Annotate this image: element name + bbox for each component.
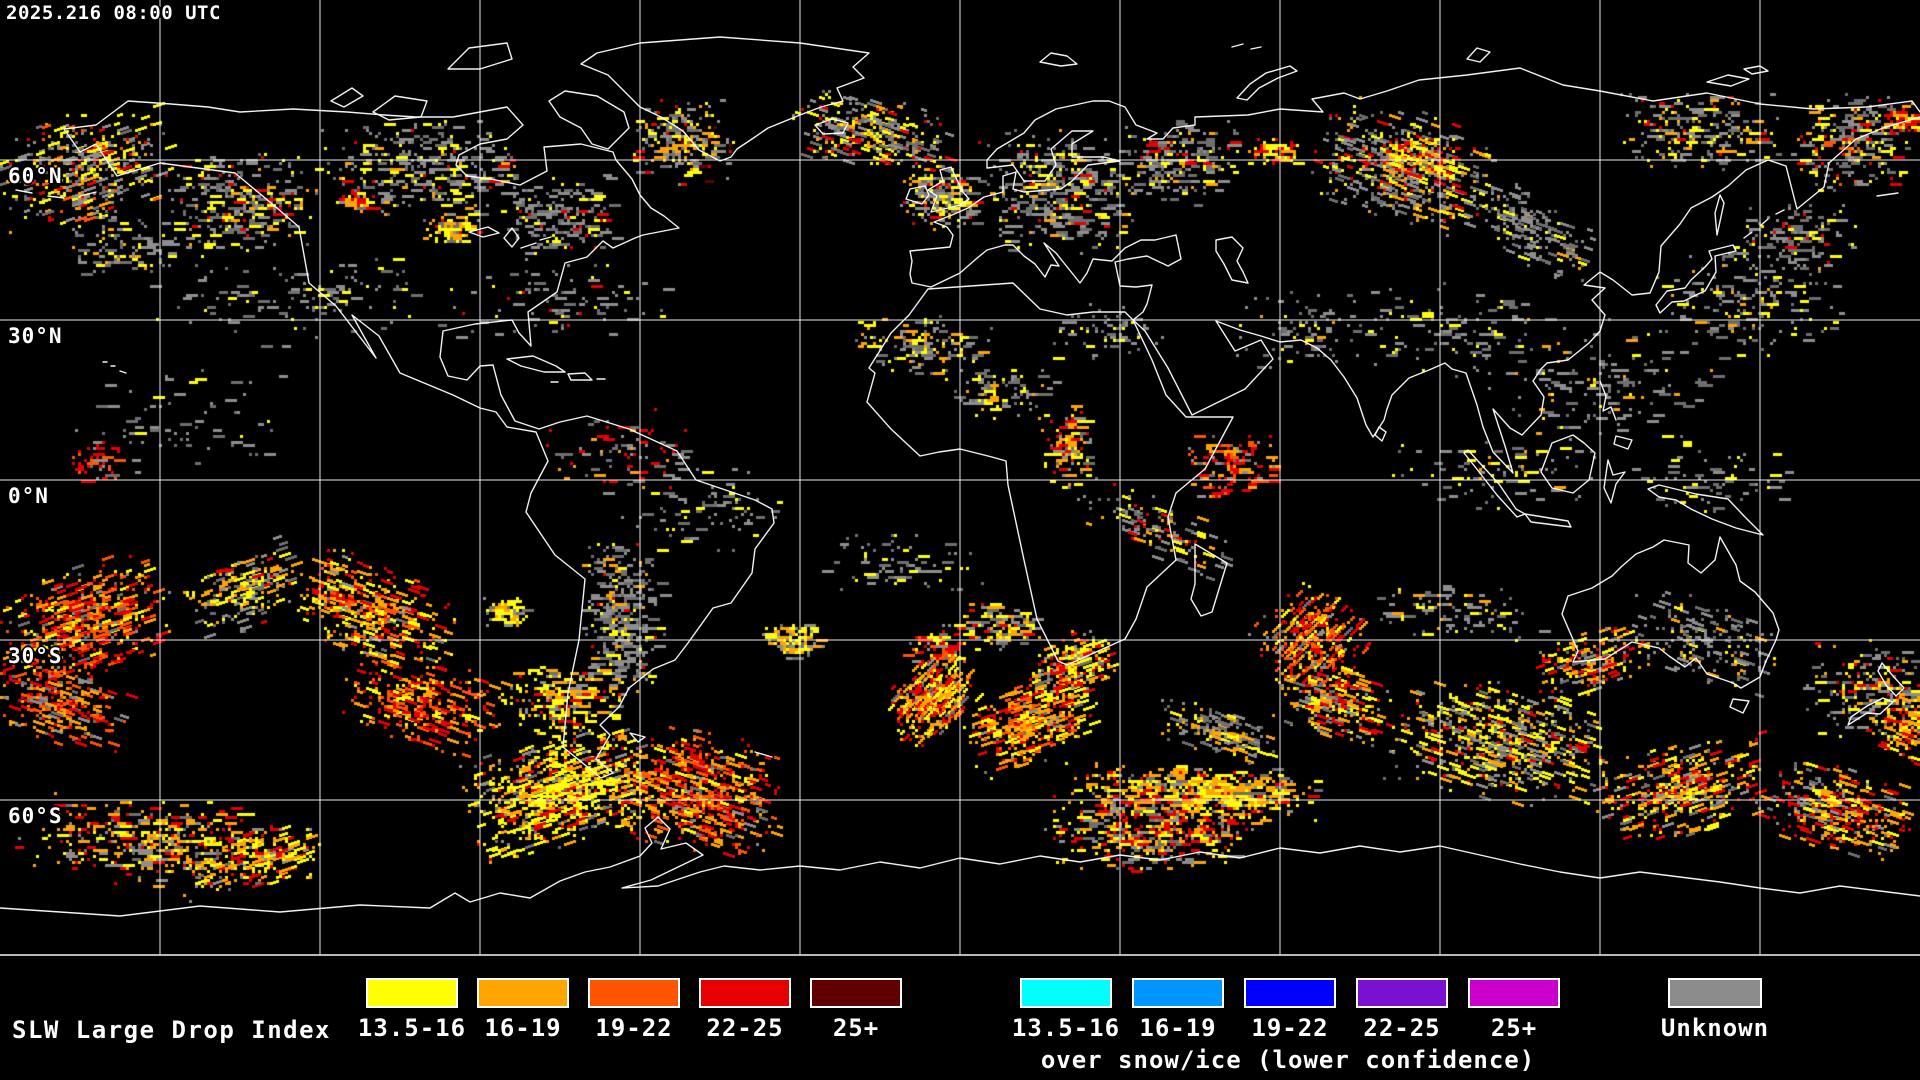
legend-swatch-slw-25plus: [810, 978, 902, 1008]
legend-label-snowice-19-22: 19-22: [1251, 1014, 1329, 1042]
coastline-iceland: [814, 118, 849, 135]
coastline-new-zealand-south: [1847, 697, 1894, 726]
coastline-victoria-island: [372, 95, 428, 121]
coastline-madagascar: [1190, 543, 1228, 617]
coastline-new-guinea: [1647, 484, 1764, 536]
legend-label-slw-16-19: 16-19: [484, 1014, 562, 1042]
coastline-greenland: [580, 36, 870, 162]
coastline-americas: [63, 100, 775, 779]
coastline-hispaniola: [550, 372, 606, 383]
coastline-ireland: [905, 185, 930, 205]
legend-swatch-slw-16-19: [477, 978, 569, 1008]
coastline-banks-island: [330, 87, 364, 108]
legend-swatch-snowice-13.5-16: [1020, 978, 1112, 1008]
coastline-caspian-sea: [1215, 236, 1249, 284]
coastline-baffin-island: [548, 90, 630, 150]
coastline-cuba: [506, 355, 566, 373]
coastline-sulawesi: [1603, 459, 1626, 504]
coastline-aleutian-islands: [15, 189, 1899, 199]
coastline-europe-arctic-russia: [909, 67, 1920, 288]
legend-swatch-snowice-16-19: [1132, 978, 1224, 1008]
coastline-mediterranean-black-sea: [930, 234, 1182, 321]
coastline-japan: [1655, 244, 1737, 314]
legend-swatch-snowice-22-25: [1356, 978, 1448, 1008]
timestamp-label: 2025.216 08:00 UTC: [6, 2, 221, 24]
legend-label-snowice-16-19: 16-19: [1139, 1014, 1217, 1042]
coastline-new-zealand-north: [1877, 662, 1905, 697]
coastline-great-britain: [927, 166, 970, 213]
legend-subtitle-snow-ice: over snow/ice (lower confidence): [1040, 1046, 1536, 1074]
coastline-novaya-zemlya: [1236, 65, 1298, 101]
legend-swatch-slw-13.5-16: [366, 978, 458, 1008]
legend-swatch-snowice-19-22: [1244, 978, 1336, 1008]
coastline-svalbard: [1039, 52, 1078, 67]
coastline-franz-josef-land: [1231, 43, 1262, 50]
world-map-area: 2025.216 08:00 UTC 60°N 30°N 0°N 30°S 60…: [0, 0, 1920, 956]
coastline-africa: [866, 282, 1234, 666]
latitude-label-30n: 30°N: [8, 324, 63, 348]
coastline-asia-south: [1132, 116, 1920, 474]
legend-swatch-slw-19-22: [588, 978, 680, 1008]
legend-label-slw-19-22: 19-22: [595, 1014, 673, 1042]
legend-swatch-snowice-25plus: [1468, 978, 1560, 1008]
coastline-hawaii: [102, 361, 127, 374]
legend-swatch-slw-22-25: [699, 978, 791, 1008]
map-bottom-border: [0, 954, 1920, 956]
graticule-grid: [0, 0, 1920, 956]
coastlines: [0, 36, 1920, 917]
latitude-label-60s: 60°S: [8, 804, 63, 828]
coastline-new-siberian-islands: [1706, 74, 1750, 87]
legend-label-slw-22-25: 22-25: [706, 1014, 784, 1042]
legend-label-snowice-25plus: 25+: [1490, 1014, 1538, 1042]
legend-swatch-unknown: [1668, 978, 1762, 1008]
latitude-label-30s: 30°S: [8, 644, 63, 668]
legend-label-slw-13.5-16: 13.5-16: [357, 1014, 467, 1042]
latitude-label-0n: 0°N: [8, 484, 49, 508]
coastline-wrangel-island: [1743, 65, 1769, 75]
legend-label-slw-25plus: 25+: [832, 1014, 880, 1042]
coastline-severnaya-zemlya: [1466, 47, 1491, 63]
coastline-great-lakes: [468, 226, 552, 249]
latitude-label-60n: 60°N: [8, 164, 63, 188]
legend-label-snowice-13.5-16: 13.5-16: [1011, 1014, 1121, 1042]
coastline-ellesmere-island: [447, 42, 513, 70]
coastline-sumatra: [1463, 449, 1526, 518]
coastline-java: [1524, 513, 1572, 528]
coastline-sri-lanka: [1374, 426, 1387, 442]
legend-bar: SLW Large Drop Index 13.5-16 16-19 19-22…: [0, 956, 1920, 1080]
coastline-philippines: [1599, 380, 1633, 450]
coastline-borneo: [1540, 434, 1596, 494]
coastline-sakhalin: [1714, 194, 1725, 236]
coastline-antarctica: [0, 816, 1920, 917]
coastline-tasmania: [1729, 698, 1750, 714]
coastline-falkland-south-georgia: [629, 732, 773, 758]
coastline-kuril-islands: [1743, 209, 1785, 239]
coastline-australia: [1561, 536, 1780, 689]
legend-label-snowice-22-25: 22-25: [1363, 1014, 1441, 1042]
legend-title: SLW Large Drop Index: [12, 1016, 331, 1044]
world-map-layer: [0, 0, 1920, 956]
legend-label-unknown: Unknown: [1660, 1014, 1770, 1042]
